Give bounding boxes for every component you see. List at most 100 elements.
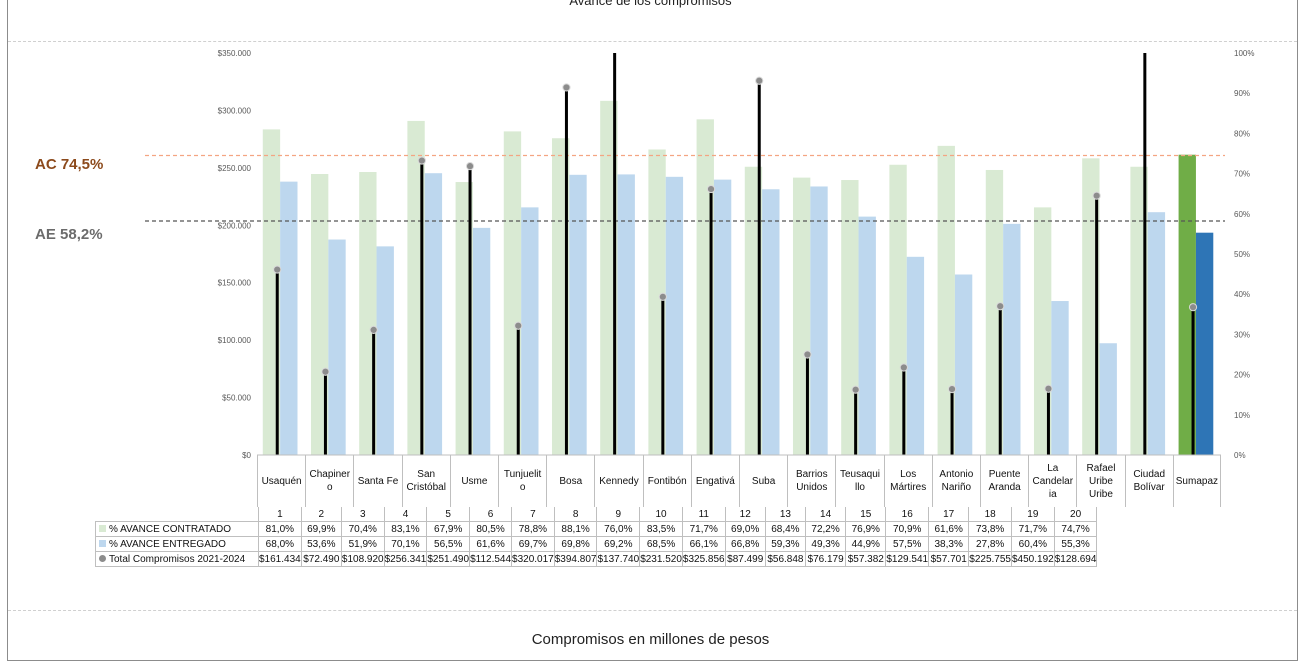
- category-label: Tunjuelit o: [498, 455, 546, 507]
- category-label: Santa Fe: [353, 455, 401, 507]
- table-cell: 44,9%: [845, 536, 887, 552]
- category-name: Suba: [751, 475, 776, 487]
- category-name: Puente Aranda: [988, 469, 1021, 493]
- table-cell: 51,9%: [340, 536, 385, 552]
- right-axis-tick-label: 60%: [1234, 210, 1250, 219]
- table-row: % AVANCE ENTREGADO 68,0% 53,6% 51,9% 70,1% 56…: [95, 536, 1098, 552]
- table-cell: 71,7%: [1011, 521, 1055, 537]
- table-cell: 59,3%: [764, 536, 807, 552]
- table-cell: 70,4%: [340, 521, 385, 537]
- category-name: Fontibón: [647, 475, 687, 487]
- category-label: Suba: [739, 455, 787, 507]
- total-compromisos-marker: [1044, 384, 1053, 393]
- category-number: 4: [383, 507, 428, 522]
- table-cell: 38,3%: [928, 536, 970, 552]
- table-cell: 56,5%: [426, 536, 471, 552]
- legend-swatch-icon: [99, 524, 106, 532]
- category-name: Los Mártires: [890, 469, 927, 493]
- table-cell: 70,9%: [885, 521, 930, 537]
- table-cell: 76,9%: [845, 521, 887, 537]
- category-label: Engativá: [690, 455, 739, 507]
- bar-entregado: [1003, 223, 1021, 455]
- category-name: Chapiner o: [309, 469, 351, 493]
- category-number: 6: [469, 507, 513, 522]
- total-compromisos-marker: [417, 156, 426, 165]
- bar-entregado: [569, 174, 587, 455]
- bar-entregado: [713, 179, 732, 455]
- category-number: 2: [300, 507, 342, 522]
- total-compromisos-marker: [658, 292, 667, 301]
- table-cell: $325.856: [681, 551, 726, 567]
- category-label: Kennedy: [594, 455, 642, 507]
- category-label: Usaquén: [257, 455, 305, 507]
- right-axis-tick-label: 50%: [1234, 250, 1250, 259]
- left-axis-tick-label: $350.000: [218, 49, 252, 58]
- table-cell: $161.434: [258, 551, 302, 567]
- bar-entregado: [858, 216, 876, 455]
- right-axis-tick-label: 0%: [1234, 451, 1246, 460]
- total-compromisos-marker: [899, 363, 908, 372]
- right-axis-tick-label: 40%: [1234, 290, 1250, 299]
- category-number: 7: [511, 507, 555, 522]
- category-name: Sumapaz: [1175, 475, 1219, 487]
- category-label: Puente Aranda: [980, 455, 1028, 507]
- table-cell: 74,7%: [1053, 521, 1098, 537]
- bar-entregado: [280, 181, 298, 455]
- category-name: Usme: [461, 475, 488, 487]
- total-compromisos-marker: [947, 384, 957, 394]
- bar-entregado: [376, 246, 394, 455]
- category-label: Rafael Uribe Uribe: [1076, 455, 1124, 507]
- table-cell: $394.807: [553, 551, 598, 567]
- table-cell: $57.382: [845, 551, 887, 567]
- category-label: Los Mártires: [883, 455, 932, 507]
- table-cell: 83,1%: [383, 521, 428, 537]
- right-axis-tick-label: 100%: [1234, 49, 1254, 58]
- total-compromisos-marker: [1188, 303, 1198, 312]
- bar-contratado: [937, 145, 955, 455]
- left-axis-tick-label: $200.000: [218, 221, 252, 230]
- table-cell: 81,0%: [258, 521, 302, 537]
- table-cell: 76,0%: [596, 521, 641, 537]
- table-cell: $128.694: [1053, 551, 1098, 567]
- category-number: 9: [596, 507, 641, 522]
- total-compromisos-marker: [755, 76, 764, 85]
- table-cell: 68,4%: [764, 521, 807, 537]
- total-compromisos-marker: [706, 184, 716, 194]
- category-label: Usme: [449, 455, 498, 507]
- total-compromisos-marker: [803, 350, 812, 359]
- right-axis-tick-label: 70%: [1234, 170, 1250, 179]
- category-name: San Cristóbal: [406, 469, 446, 493]
- category-number: 15: [845, 507, 887, 522]
- ac-reference-label: AC 74,5%: [35, 156, 104, 173]
- total-compromisos-marker: [321, 367, 330, 376]
- bar-entregado: [617, 174, 635, 456]
- table-cell: $56.848: [764, 551, 807, 567]
- category-number: 10: [639, 507, 683, 522]
- right-axis-tick-label: 10%: [1234, 411, 1250, 420]
- bar-entregado: [762, 189, 780, 455]
- table-cell: $137.740: [596, 551, 641, 567]
- category-name: Teusaqui llo: [839, 469, 880, 493]
- table-cell: 61,6%: [928, 521, 970, 537]
- table-cell: $87.499: [724, 551, 766, 567]
- table-cell: 69,0%: [724, 521, 766, 537]
- category-number: 20: [1053, 507, 1098, 522]
- bottom-separator: [8, 610, 1297, 611]
- chart-title-fragment: Avance de los compromisos: [569, 0, 732, 8]
- table-cell: 60,4%: [1011, 536, 1055, 552]
- data-table: 1 2 3 4 5 6 7 8 9 10 11 12 13 14 15 16 17 18 19 20% AVANCE …: [95, 507, 1098, 567]
- chart-frame: [7, 0, 1298, 661]
- category-name: Engativá: [695, 475, 735, 487]
- category-name: La Candelar ia: [1032, 462, 1074, 500]
- table-cell: 70,1%: [383, 536, 428, 552]
- table-cell: 78,8%: [511, 521, 555, 537]
- table-cell: 61,6%: [469, 536, 513, 552]
- total-compromisos-marker: [369, 325, 378, 334]
- bar-entregado: [1051, 301, 1069, 455]
- table-cell: 66,1%: [681, 536, 726, 552]
- table-cell: 69,9%: [300, 521, 342, 537]
- bar-entregado: [665, 176, 684, 456]
- table-cell: $72.490: [300, 551, 342, 567]
- category-name: Antonio Nariño: [939, 469, 974, 493]
- table-cell: $251.490: [426, 551, 471, 567]
